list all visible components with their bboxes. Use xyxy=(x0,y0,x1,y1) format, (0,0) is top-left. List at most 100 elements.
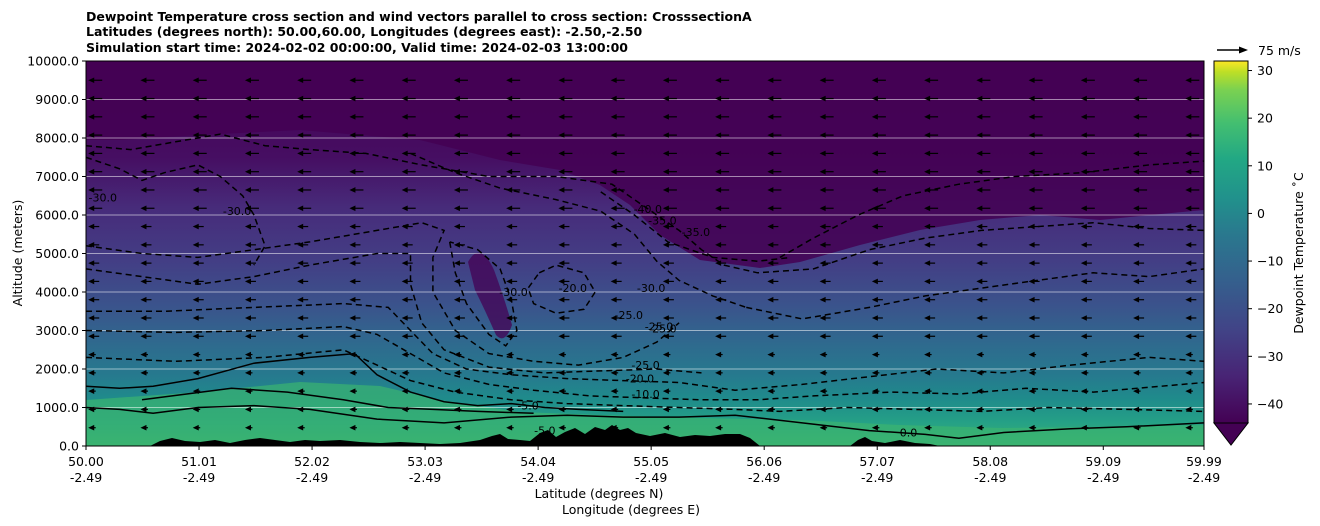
wind-vector-head xyxy=(506,223,513,230)
wind-vector-head xyxy=(506,205,513,212)
wind-vector-head xyxy=(924,168,931,175)
wind-vector xyxy=(976,406,984,413)
wind-vector xyxy=(662,150,677,157)
wind-vector xyxy=(244,278,256,285)
wind-vector-head xyxy=(767,278,774,285)
wind-vector-head xyxy=(140,278,147,285)
wind-vector-head xyxy=(871,187,878,193)
wind-vector xyxy=(924,260,936,266)
wind-vector xyxy=(88,406,96,413)
wind-vector xyxy=(401,406,410,413)
wind-vector xyxy=(401,333,413,340)
wind-vector xyxy=(349,205,364,212)
wind-vector-head xyxy=(297,205,304,212)
wind-vector-head xyxy=(715,296,722,303)
wind-vector-head xyxy=(297,278,304,285)
wind-vector xyxy=(1080,150,1095,157)
wind-vector xyxy=(297,187,312,193)
wind-vector-head xyxy=(924,388,931,394)
wind-vector-head xyxy=(401,388,408,394)
wind-vector-head xyxy=(871,95,878,102)
wind-vector xyxy=(558,95,573,102)
y-tick-label: 3000.0 xyxy=(35,323,79,338)
wind-vector-head xyxy=(610,77,617,84)
wind-vector xyxy=(924,406,932,413)
wind-vector xyxy=(610,223,622,230)
wind-vector-head xyxy=(88,351,95,358)
wind-vector xyxy=(88,242,100,248)
wind-vector xyxy=(819,388,828,394)
wind-vector xyxy=(715,132,730,138)
wind-vector-head xyxy=(140,187,147,193)
wind-vector-head xyxy=(1028,187,1035,193)
wind-vector xyxy=(1080,132,1095,138)
wind-vector xyxy=(610,388,619,394)
wind-vector-head xyxy=(349,424,356,431)
wind-vector xyxy=(244,187,259,193)
wind-vector xyxy=(1028,296,1040,303)
wind-vector-head xyxy=(88,278,95,285)
wind-vector-head xyxy=(88,132,95,138)
wind-vector-head xyxy=(192,424,199,431)
wind-vector xyxy=(244,406,253,413)
wind-vector xyxy=(1028,260,1040,266)
wind-vector xyxy=(140,187,155,193)
wind-vector xyxy=(1133,296,1145,303)
wind-vector-head xyxy=(297,132,304,138)
wind-vector-head xyxy=(1133,406,1140,413)
wind-vector xyxy=(767,406,775,413)
wind-vector xyxy=(871,260,883,266)
wind-vector-head xyxy=(506,242,513,248)
wind-vector-head xyxy=(767,388,774,394)
wind-vector xyxy=(453,77,468,84)
wind-vector-head xyxy=(610,223,617,230)
wind-vector-head xyxy=(558,315,565,321)
wind-vector-head xyxy=(715,315,722,321)
wind-vector xyxy=(192,296,204,303)
wind-vector-head xyxy=(453,388,460,394)
wind-vector xyxy=(558,333,570,340)
wind-vector xyxy=(140,114,155,120)
wind-vector-head xyxy=(244,114,251,120)
wind-vector xyxy=(297,95,312,102)
wind-vector-head xyxy=(506,315,513,321)
wind-vector-head xyxy=(767,296,774,303)
wind-vector xyxy=(88,351,96,358)
wind-vector xyxy=(976,242,988,248)
wind-vector-head xyxy=(662,351,669,358)
wind-vector-head xyxy=(1133,242,1140,248)
wind-vector-head xyxy=(506,424,513,431)
wind-vector xyxy=(88,187,103,193)
wind-vector-head xyxy=(506,260,513,266)
wind-vector xyxy=(610,242,622,248)
wind-vector-head xyxy=(349,77,356,84)
wind-vector-head xyxy=(1028,370,1035,376)
wind-vector-head xyxy=(88,260,95,266)
wind-vector-head xyxy=(610,406,617,413)
wind-vector xyxy=(506,315,518,321)
x-tick-label-latitude: 53.03 xyxy=(407,454,443,469)
wind-vector-head xyxy=(453,296,460,303)
wind-vector-head xyxy=(506,168,513,175)
wind-vector xyxy=(976,315,988,321)
x-tick-label-longitude: -2.49 xyxy=(296,470,328,485)
wind-vector xyxy=(819,132,834,138)
wind-vector xyxy=(1133,150,1148,157)
wind-vector xyxy=(662,114,677,120)
wind-vector-head xyxy=(88,168,95,175)
wind-vector xyxy=(297,242,309,248)
wind-vector xyxy=(349,424,357,431)
wind-vector xyxy=(349,187,364,193)
wind-vector-head xyxy=(192,296,199,303)
wind-vector-head xyxy=(976,370,983,376)
wind-vector-head xyxy=(1185,296,1192,303)
wind-vector xyxy=(1028,114,1043,120)
wind-vector-head xyxy=(1028,406,1035,413)
wind-vector xyxy=(924,168,939,175)
wind-vector-head xyxy=(349,114,356,120)
wind-vector-head xyxy=(349,187,356,193)
wind-vector-head xyxy=(819,168,826,175)
wind-vector-head xyxy=(244,315,251,321)
wind-vector xyxy=(1080,315,1092,321)
